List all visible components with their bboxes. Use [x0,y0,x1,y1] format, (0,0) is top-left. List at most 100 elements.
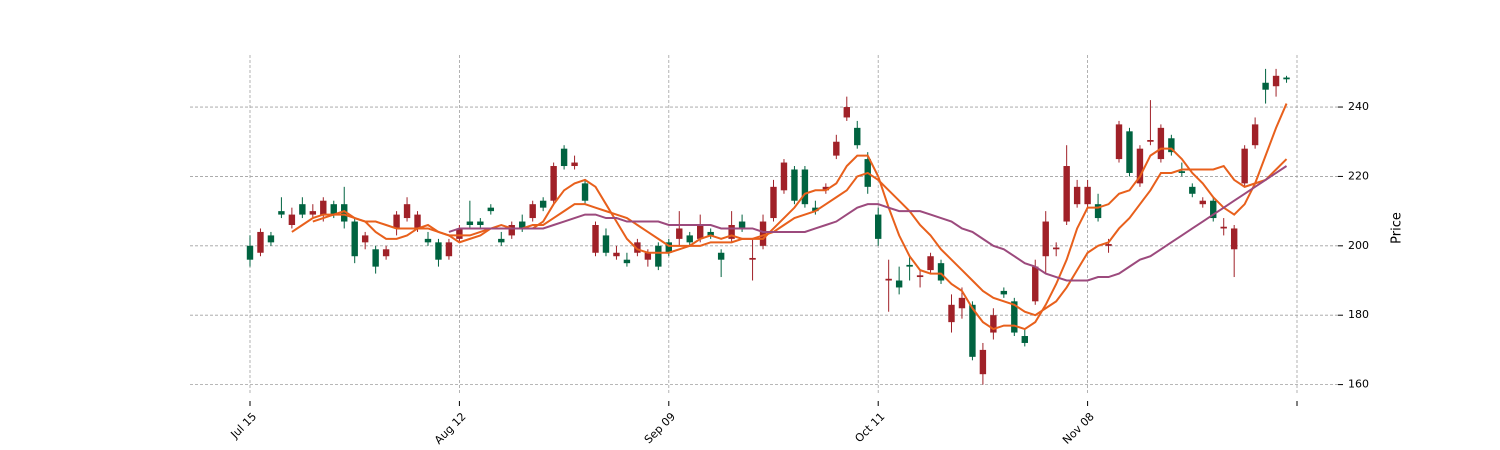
candle-body [1042,221,1049,257]
candle-body [833,141,840,156]
candle-body [1063,166,1070,222]
candle-body [895,280,903,288]
x-tick-label: Jul 15 [228,410,260,442]
candle-body [613,252,620,257]
candle-body [581,183,589,201]
candle-body [477,221,484,225]
candle-body [1011,301,1018,333]
candle-body [780,162,788,191]
candle-body [770,186,777,219]
candle-body [958,297,966,309]
y-tick-label: 240 [1348,100,1369,113]
y-tick-label: 180 [1348,308,1369,321]
candle-body [885,278,892,281]
candle-body [592,225,599,253]
candle-body [257,231,264,253]
x-tick-label: Nov 08 [1060,410,1097,447]
candle-body [1105,244,1112,246]
candle-body [1094,204,1102,219]
candle-body [341,204,348,222]
candle-body [728,225,735,239]
candle-body [644,252,652,260]
candle-body [466,221,474,225]
candle-body [1052,247,1060,250]
candle-body [602,235,610,253]
candle-body [403,204,411,219]
moving-average-line [448,165,1288,282]
candle-body [1199,200,1206,205]
moving-average-line [291,103,1288,331]
candle-body [1251,124,1259,146]
candle-body [1210,200,1217,219]
candle-body [738,221,746,229]
candle-body [519,221,526,229]
candle-body [560,148,568,167]
y-tick-label: 200 [1348,239,1369,252]
candle-body [330,204,337,215]
candle-body [498,238,505,243]
candle-body [990,315,997,333]
x-tick-label: Sep 09 [642,410,678,446]
candle-body [812,207,819,212]
candle-body [634,242,641,253]
candle-body [1168,138,1175,153]
candle-body [707,231,714,236]
candle-body [1136,148,1144,184]
candle-body [697,225,704,239]
candle-body [948,304,955,323]
candle-body [875,214,882,239]
candle-body [655,245,662,267]
candle-body [550,166,557,201]
candle-body [571,162,578,167]
candle-body [1157,127,1165,160]
candle-body [927,256,934,271]
candle-body [676,228,683,239]
candle-body [854,127,861,146]
candle-body [1021,336,1028,343]
candle-body [372,249,379,267]
candle-body [759,221,767,246]
candle-body [906,264,913,267]
candle-body [749,257,756,260]
candle-body [801,169,809,205]
candle-body [424,238,432,243]
candle-body [665,242,672,253]
moving-average-line [312,158,1288,317]
candle-body [843,107,850,118]
candle-body [916,275,924,278]
candle-body [1283,77,1290,80]
candle-body [508,225,515,236]
x-tick-label: Aug 12 [432,410,469,447]
candle-body [623,259,631,264]
y-axis-label: Price [1390,212,1405,244]
candle-body [1272,75,1280,87]
y-tick-label: 160 [1348,378,1369,391]
y-tick-label: 220 [1348,169,1369,182]
candle-body [1178,171,1186,173]
candle-body [1126,131,1133,173]
x-tick-label: Oct 11 [852,410,887,445]
candle-body [1189,186,1196,194]
candle-body [1115,124,1123,160]
candle-body [1000,290,1008,295]
candle-body [539,200,547,208]
candle-body [278,211,285,215]
candle-body [246,245,254,260]
candle-body [414,214,421,229]
candle-body [529,204,536,219]
candle-body [791,169,798,201]
candle-body [309,211,317,215]
candle-body [393,214,400,229]
candle-body [1147,140,1154,142]
candle-body [1084,186,1091,205]
candle-body [1230,228,1238,250]
candle-body [969,304,976,357]
candle-body [351,221,358,257]
candle-body [288,214,296,225]
candle-body [1073,186,1081,205]
candle-body [487,207,495,212]
candle-body [361,235,369,243]
candle-body [686,235,693,243]
candle-body [267,235,275,243]
